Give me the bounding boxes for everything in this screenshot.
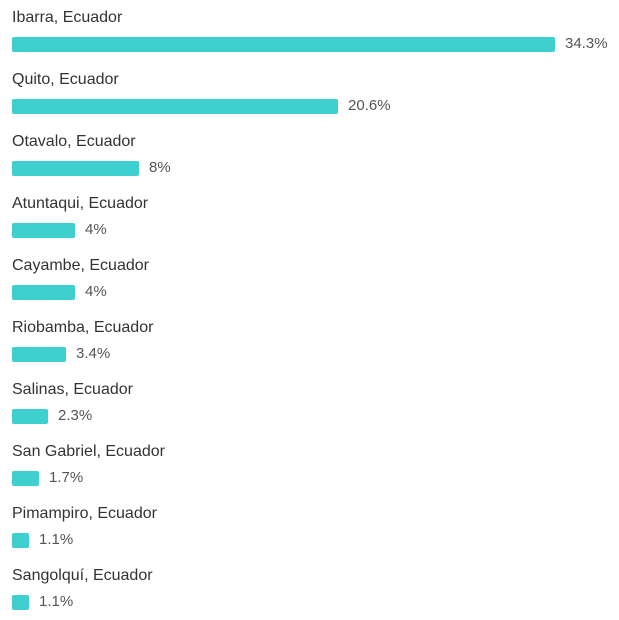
bar [12,347,66,362]
bar [12,471,39,486]
value-label: 3.4% [76,345,111,362]
value-label: 1.1% [39,531,74,548]
category-label: Cayambe, Ecuador [12,257,149,274]
value-label: 8% [149,159,171,176]
value-label: 1.7% [49,469,84,486]
bar [12,161,139,176]
bar [12,99,338,114]
category-label: Riobamba, Ecuador [12,319,154,336]
value-label: 20.6% [348,97,391,114]
bar-row: San Gabriel, Ecuador 1.7% [0,434,619,496]
value-label: 4% [85,221,107,238]
value-label: 1.1% [39,593,74,610]
category-label: Salinas, Ecuador [12,381,133,398]
bar-row: Sangolquí, Ecuador 1.1% [0,558,619,620]
category-label: Ibarra, Ecuador [12,9,123,26]
bar-row: Pimampiro, Ecuador 1.1% [0,496,619,558]
value-label: 34.3% [565,35,608,52]
bar-row: Otavalo, Ecuador 8% [0,124,619,186]
bar-row: Quito, Ecuador 20.6% [0,62,619,124]
bar [12,37,555,52]
category-label: Otavalo, Ecuador [12,133,136,150]
bar [12,285,75,300]
value-label: 4% [85,283,107,300]
category-label: San Gabriel, Ecuador [12,443,165,460]
value-label: 2.3% [58,407,93,424]
category-label: Pimampiro, Ecuador [12,505,157,522]
category-label: Sangolquí, Ecuador [12,567,153,584]
category-label: Atuntaqui, Ecuador [12,195,149,212]
bar-row: Salinas, Ecuador 2.3% [0,372,619,434]
bar-row: Cayambe, Ecuador 4% [0,248,619,310]
bar-row: Ibarra, Ecuador 34.3% [0,0,619,62]
category-label: Quito, Ecuador [12,71,119,88]
bar-row: Riobamba, Ecuador 3.4% [0,310,619,372]
bar [12,223,75,238]
bar [12,595,29,610]
bar-row: Atuntaqui, Ecuador 4% [0,186,619,248]
bar [12,533,29,548]
bar [12,409,48,424]
